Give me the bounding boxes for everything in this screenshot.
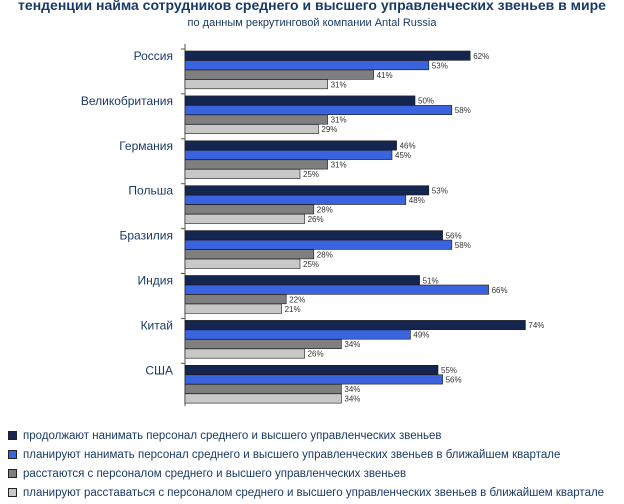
category-label: Германия bbox=[119, 139, 173, 153]
bar bbox=[184, 69, 374, 80]
bar bbox=[184, 320, 526, 330]
legend-label-series-1: продолжают нанимать персонал среднего и … bbox=[23, 429, 442, 442]
bar bbox=[184, 258, 301, 269]
legend-item-series-4: планируют расставаться с персоналом сред… bbox=[8, 483, 620, 502]
legend-label-series-2: планируют нанимать персонал среднего и в… bbox=[23, 448, 561, 461]
legend-swatch-series-2 bbox=[8, 450, 17, 459]
category-label: Великобритания bbox=[81, 94, 173, 108]
data-label: 41% bbox=[377, 71, 393, 80]
bar bbox=[184, 124, 319, 135]
data-label: 66% bbox=[492, 286, 508, 295]
chart-subtitle: по данным рекрутинговой компании Antal R… bbox=[187, 17, 437, 29]
data-label: 56% bbox=[446, 231, 462, 240]
category-label: Бразилия bbox=[120, 229, 174, 243]
data-label: 58% bbox=[455, 106, 471, 115]
data-label: 31% bbox=[331, 116, 347, 125]
bar bbox=[184, 364, 439, 375]
bar-chart: Россия 62% 53% 41% 31% Великобритания 50% 58% 31… bbox=[81, 44, 544, 407]
bar bbox=[184, 60, 430, 71]
data-label: 28% bbox=[317, 250, 333, 259]
data-label: 34% bbox=[344, 340, 360, 349]
data-label: 55% bbox=[441, 366, 457, 375]
bar bbox=[184, 374, 443, 385]
bar bbox=[184, 105, 453, 116]
data-label: 74% bbox=[528, 321, 544, 330]
category-label: Китай bbox=[141, 318, 173, 332]
bar bbox=[184, 114, 328, 125]
bar bbox=[184, 275, 420, 286]
data-label: 51% bbox=[423, 276, 439, 285]
bar bbox=[184, 140, 397, 151]
data-label: 49% bbox=[413, 331, 429, 340]
data-label: 46% bbox=[400, 142, 416, 151]
data-label: 34% bbox=[344, 385, 360, 394]
bar bbox=[184, 294, 287, 305]
legend-item-series-3: расстаются с персоналом среднего и высше… bbox=[8, 464, 620, 483]
category-label: Россия bbox=[134, 49, 173, 63]
data-label: 53% bbox=[432, 187, 448, 196]
data-label: 28% bbox=[317, 206, 333, 215]
bar bbox=[184, 194, 407, 205]
legend-label-series-4: планируют расставаться с персоналом сред… bbox=[23, 486, 605, 499]
data-label: 31% bbox=[331, 161, 347, 170]
bar bbox=[184, 169, 301, 179]
category-label: США bbox=[145, 363, 173, 377]
data-label: 50% bbox=[418, 97, 434, 106]
legend-swatch-series-4 bbox=[8, 488, 17, 497]
bar bbox=[184, 393, 342, 404]
category-label: Польша bbox=[128, 184, 173, 198]
bar bbox=[184, 239, 453, 250]
bar bbox=[184, 339, 342, 349]
data-label: 25% bbox=[303, 260, 319, 269]
category-label: Индия bbox=[138, 274, 173, 288]
bar bbox=[184, 230, 443, 241]
data-label: 48% bbox=[409, 196, 425, 205]
bar bbox=[184, 329, 411, 340]
data-label: 26% bbox=[308, 215, 324, 224]
chart-legend: продолжают нанимать персонал среднего и … bbox=[8, 426, 620, 502]
bar bbox=[184, 50, 471, 61]
bar bbox=[184, 348, 305, 359]
bar bbox=[184, 79, 328, 90]
data-label: 29% bbox=[321, 125, 337, 134]
legend-item-series-2: планируют нанимать персонал среднего и в… bbox=[8, 445, 620, 464]
bar bbox=[184, 204, 315, 215]
legend-swatch-series-3 bbox=[8, 469, 17, 478]
chart-title: тенденции найма сотрудников среднего и в… bbox=[18, 0, 606, 13]
data-label: 21% bbox=[285, 305, 301, 314]
bar bbox=[184, 284, 489, 295]
data-label: 45% bbox=[395, 151, 411, 160]
bar bbox=[184, 303, 282, 314]
bar bbox=[184, 185, 430, 196]
bar bbox=[184, 95, 416, 106]
data-label: 62% bbox=[473, 52, 489, 61]
bar bbox=[184, 159, 328, 170]
legend-label-series-3: расстаются с персоналом среднего и высше… bbox=[23, 467, 407, 480]
data-label: 53% bbox=[432, 61, 448, 70]
bar bbox=[184, 383, 342, 394]
bar bbox=[184, 249, 315, 260]
bar bbox=[184, 150, 393, 160]
legend-item-series-1: продолжают нанимать персонал среднего и … bbox=[8, 426, 620, 445]
data-label: 26% bbox=[308, 350, 324, 359]
bar bbox=[184, 213, 305, 224]
data-label: 56% bbox=[446, 376, 462, 385]
data-label: 58% bbox=[455, 241, 471, 250]
data-label: 31% bbox=[331, 80, 347, 89]
data-label: 22% bbox=[289, 295, 305, 304]
data-label: 25% bbox=[303, 170, 319, 179]
data-label: 34% bbox=[344, 395, 360, 404]
legend-swatch-series-1 bbox=[8, 431, 17, 440]
